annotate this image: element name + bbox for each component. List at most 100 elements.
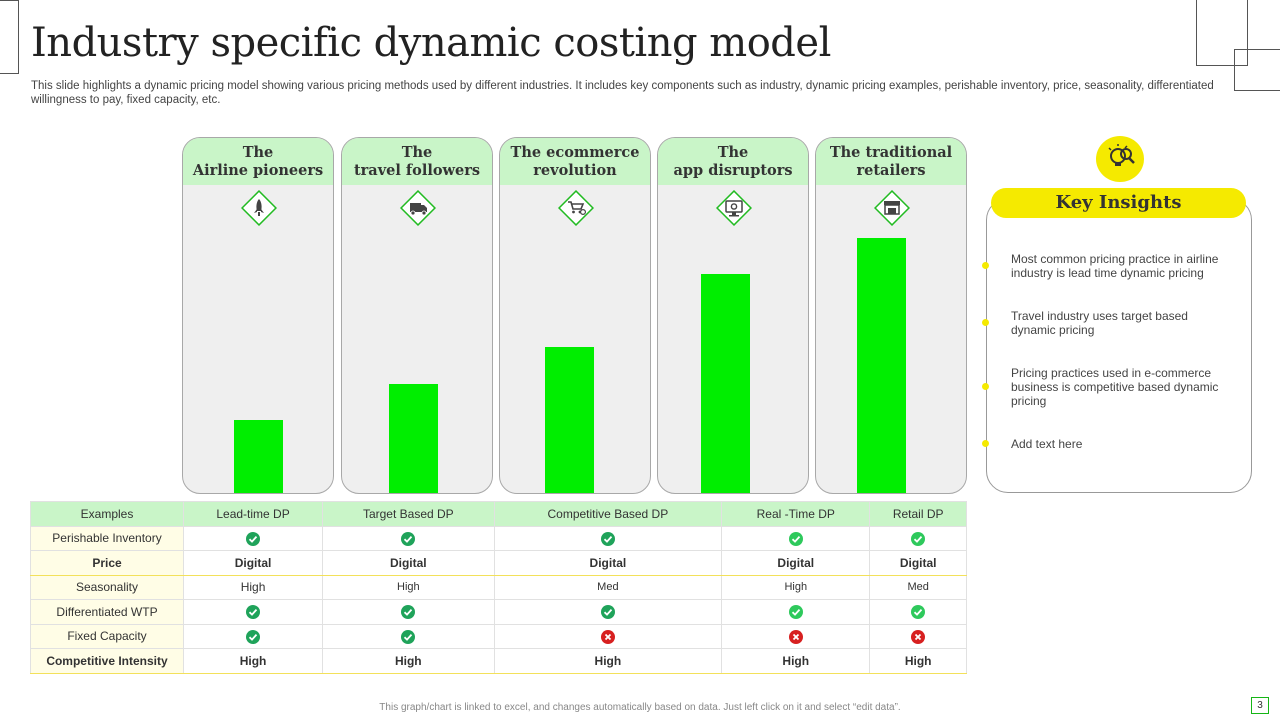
column-header: The ecommerce revolution <box>500 138 650 185</box>
check-icon <box>788 531 803 546</box>
industry-column[interactable]: The Airline pioneers <box>182 137 334 494</box>
table-cell <box>721 525 871 551</box>
column-header: The Airline pioneers <box>183 138 333 185</box>
column-header: The travel followers <box>342 138 492 185</box>
row-label: Fixed Capacity <box>30 623 184 649</box>
table-cell: Digital <box>322 550 495 576</box>
check-icon <box>788 605 803 620</box>
check-icon <box>600 531 615 546</box>
table-cell <box>182 599 324 625</box>
row-label: Perishable Inventory <box>30 525 184 551</box>
column-header-line2: Airline pioneers <box>192 162 324 179</box>
table-cell: High <box>721 574 871 600</box>
table-cell: Digital <box>182 550 324 576</box>
column-header-line1: The ecommerce <box>510 144 640 161</box>
table-header-row: Examples Lead-time DP Target Based DP Compe… <box>30 501 967 527</box>
row-label: Seasonality <box>30 574 184 600</box>
column-header: The app disruptors <box>658 138 808 185</box>
comparison-table: Examples Lead-time DP Target Based DP Compe… <box>30 501 967 674</box>
table-cell <box>869 599 967 625</box>
table-cell: High <box>493 648 723 674</box>
table-row: Seasonality High High Med High Med <box>30 574 967 600</box>
rocket-icon <box>241 190 277 226</box>
column-header-line1: The <box>717 144 749 161</box>
column-header-line1: The <box>401 144 433 161</box>
check-icon <box>401 531 416 546</box>
column-header-line2: retailers <box>856 162 926 179</box>
row-label: Competitive Intensity <box>30 648 184 674</box>
column-header-line2: app disruptors <box>673 162 793 179</box>
insight-item: Add text here <box>1011 437 1083 451</box>
table-cell <box>182 525 324 551</box>
computer-settings-icon <box>716 190 752 226</box>
bar[interactable] <box>857 238 906 493</box>
table-cell <box>493 525 723 551</box>
decorative-frame-left <box>0 0 19 74</box>
bar[interactable] <box>234 420 283 493</box>
table-cell <box>182 623 324 649</box>
check-icon <box>246 531 261 546</box>
check-icon <box>246 605 261 620</box>
table-header-label: Examples <box>30 501 184 527</box>
table-cell: High <box>322 648 495 674</box>
cross-icon <box>600 629 615 644</box>
cross-icon <box>911 629 926 644</box>
column-header-line1: The traditional <box>829 144 953 161</box>
key-insights-title: Key Insights <box>991 188 1246 218</box>
table-cell <box>869 525 967 551</box>
industry-column[interactable]: The travel followers <box>341 137 493 494</box>
table-cell: Digital <box>869 550 967 576</box>
industry-column[interactable]: The ecommerce revolution <box>499 137 651 494</box>
insight-item: Pricing practices used in e-commerce bus… <box>1011 366 1219 408</box>
delivery-truck-icon <box>400 190 436 226</box>
bullet-dot <box>982 440 989 447</box>
bar[interactable] <box>701 274 750 493</box>
industry-column[interactable]: The traditional retailers <box>815 137 967 494</box>
page-number: 3 <box>1251 697 1269 714</box>
table-row: Price Digital Digital Digital Digital Digital <box>30 550 967 576</box>
table-cell: High <box>182 574 324 600</box>
insight-item: Most common pricing practice in airline … <box>1011 252 1219 280</box>
table-header-cell: Retail DP <box>869 501 967 527</box>
check-icon <box>600 605 615 620</box>
table-header-cell: Competitive Based DP <box>493 501 723 527</box>
table-cell: Med <box>493 574 723 600</box>
check-icon <box>246 629 261 644</box>
table-cell <box>869 623 967 649</box>
bullet-dot <box>982 383 989 390</box>
table-cell: High <box>182 648 324 674</box>
table-cell: Digital <box>493 550 723 576</box>
footer-note: This graph/chart is linked to excel, and… <box>379 702 901 713</box>
bar[interactable] <box>545 347 594 493</box>
table-row: Perishable Inventory <box>30 525 967 551</box>
industry-column[interactable]: The app disruptors <box>657 137 809 494</box>
page-title: Industry specific dynamic costing model <box>31 20 831 66</box>
decorative-square <box>1196 0 1248 66</box>
lightbulb-icon <box>1096 136 1144 182</box>
table-cell: High <box>322 574 495 600</box>
storefront-icon <box>874 190 910 226</box>
table-cell <box>721 623 871 649</box>
table-header-cell: Real -Time DP <box>721 501 871 527</box>
check-icon <box>911 531 926 546</box>
column-header: The traditional retailers <box>816 138 966 185</box>
column-header-line1: The <box>242 144 274 161</box>
column-header-line2: travel followers <box>353 162 481 179</box>
table-header-cell: Target Based DP <box>322 501 495 527</box>
bar[interactable] <box>389 384 438 493</box>
check-icon <box>401 605 416 620</box>
bullet-dot <box>982 319 989 326</box>
decorative-square <box>1234 49 1280 91</box>
row-label: Differentiated WTP <box>30 599 184 625</box>
table-cell <box>721 599 871 625</box>
table-row: Differentiated WTP <box>30 599 967 625</box>
shopping-cart-icon <box>558 190 594 226</box>
table-row: Competitive Intensity High High High High Hig… <box>30 648 967 674</box>
column-header-line2: revolution <box>533 162 617 179</box>
table-header-cell: Lead-time DP <box>182 501 324 527</box>
check-icon <box>401 629 416 644</box>
table-cell <box>322 599 495 625</box>
page-subtitle: This slide highlights a dynamic pricing … <box>31 80 1214 106</box>
table-cell: Digital <box>721 550 871 576</box>
table-cell <box>493 599 723 625</box>
